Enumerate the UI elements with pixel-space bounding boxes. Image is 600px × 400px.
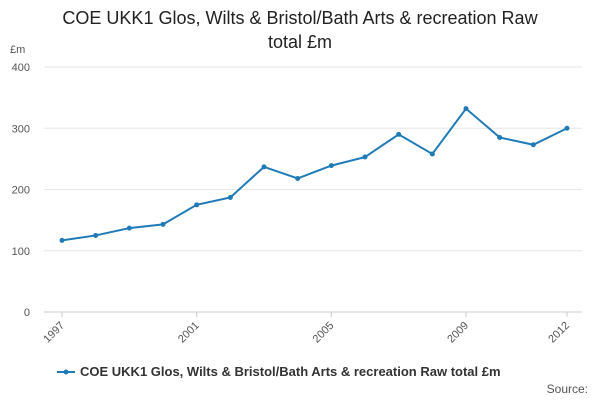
chart-title-line-2: total £m <box>267 32 333 52</box>
legend-label: COE UKK1 Glos, Wilts & Bristol/Bath Arts… <box>80 364 501 379</box>
chart-title: COE UKK1 Glos, Wilts & Bristol/Bath Arts… <box>0 6 600 54</box>
data-point <box>261 164 267 170</box>
data-point <box>160 221 166 227</box>
x-tick-label: 2005 <box>311 320 337 346</box>
x-tick-label: 2012 <box>546 320 572 346</box>
data-point <box>396 131 402 137</box>
chart-title-line-1: COE UKK1 Glos, Wilts & Bristol/Bath Arts… <box>62 8 538 28</box>
data-point <box>59 237 65 243</box>
data-point <box>328 163 334 169</box>
data-point <box>429 151 435 157</box>
data-point <box>194 202 200 208</box>
x-tick-label: 1997 <box>41 320 67 346</box>
data-point <box>295 175 301 181</box>
data-point <box>497 134 503 140</box>
data-point <box>227 194 233 200</box>
source-label[interactable]: Source: <box>546 382 588 396</box>
y-tick-label: 200 <box>12 185 30 197</box>
data-point <box>126 225 132 231</box>
y-tick-label: 0 <box>24 307 30 319</box>
data-point <box>530 142 536 148</box>
y-axis-label: £m <box>10 44 26 56</box>
y-tick-label: 100 <box>12 246 30 258</box>
legend-marker <box>63 369 69 375</box>
y-tick-label: 300 <box>12 123 30 135</box>
y-tick-label: 400 <box>12 62 30 74</box>
data-point <box>93 232 99 238</box>
series-line <box>61 107 568 242</box>
data-point <box>463 106 469 112</box>
x-tick-label: 2001 <box>176 320 202 346</box>
data-point <box>564 125 570 131</box>
x-tick-label: 2009 <box>445 320 471 346</box>
data-point <box>362 154 368 160</box>
